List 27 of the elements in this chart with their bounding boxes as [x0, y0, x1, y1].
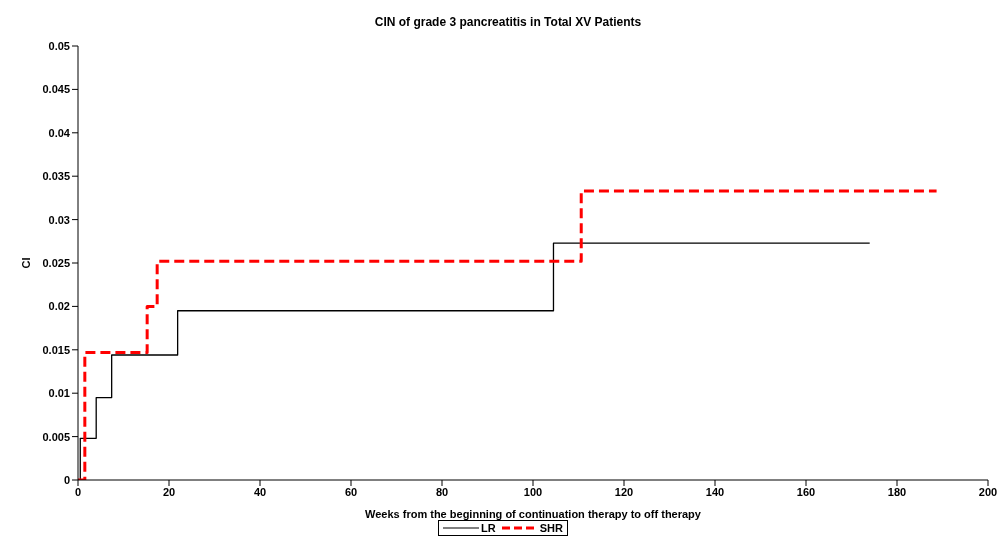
legend-label: LR [481, 522, 496, 534]
x-tick-label: 140 [705, 485, 725, 498]
y-tick-label: 0.045 [42, 83, 70, 96]
x-tick-label: 40 [253, 485, 267, 498]
y-tick-label: 0.01 [48, 387, 70, 400]
legend-label: SHR [539, 522, 563, 534]
y-tick-label: 0.035 [42, 170, 70, 183]
y-tick-label: 0.04 [48, 126, 71, 139]
chart-title: CIN of grade 3 pancreatitis in Total XV Patients [373, 14, 643, 31]
x-tick-label: 160 [796, 485, 816, 498]
y-tick-label: 0.03 [48, 213, 70, 226]
x-tick-label: 80 [435, 485, 449, 498]
x-tick-label: 20 [162, 485, 176, 498]
y-axis-title: CI [19, 257, 32, 269]
y-tick-label: 0.05 [48, 39, 70, 52]
x-tick-label: 200 [978, 485, 998, 498]
y-tick-label: 0.02 [48, 300, 70, 313]
x-tick-label: 60 [344, 485, 358, 498]
x-tick-label: 120 [614, 485, 634, 498]
x-tick-label: 0 [74, 485, 82, 498]
x-tick-label: 180 [887, 485, 907, 498]
x-axis-title: Weeks from the beginning of continuation therapy to off therapy [365, 508, 702, 520]
y-tick-label: 0.025 [42, 256, 70, 269]
y-tick-label: 0.005 [42, 430, 70, 443]
y-tick-label: 0.015 [42, 343, 70, 356]
y-tick-label: 0 [63, 473, 70, 486]
x-tick-label: 100 [523, 485, 543, 498]
